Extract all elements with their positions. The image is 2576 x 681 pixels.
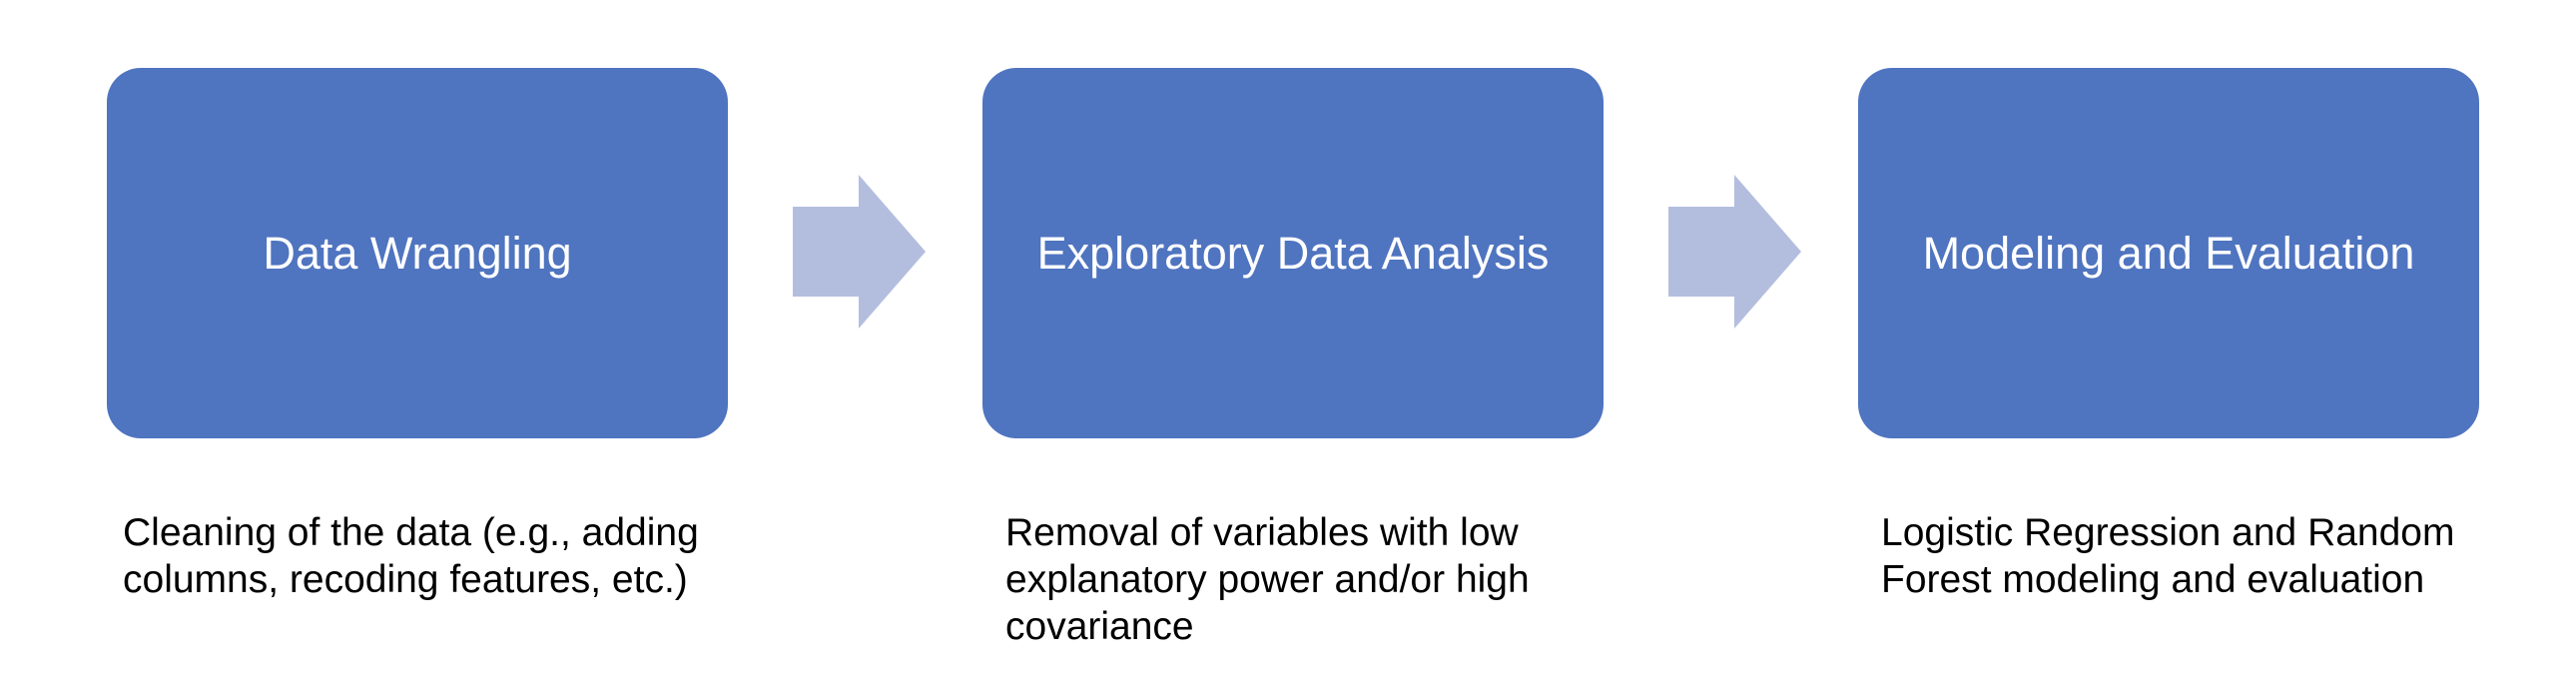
description-line: Cleaning of the data (e.g., adding bbox=[123, 511, 699, 554]
stage-description-data-wrangling: Cleaning of the data (e.g., adding colum… bbox=[123, 509, 699, 603]
stage-title: Exploratory Data Analysis bbox=[1036, 227, 1550, 279]
stage-description-modeling-and-evaluation: Logistic Regression and Random Forest mo… bbox=[1881, 509, 2455, 603]
description-line: columns, recoding features, etc.) bbox=[123, 558, 688, 601]
description-line: Forest modeling and evaluation bbox=[1881, 558, 2425, 601]
flow-arrow-icon bbox=[1668, 175, 1801, 329]
stage-box-modeling-and-evaluation: Modeling and Evaluation bbox=[1858, 68, 2479, 438]
stage-title: Data Wrangling bbox=[263, 227, 572, 279]
stage-box-data-wrangling: Data Wrangling bbox=[107, 68, 728, 438]
stage-title: Modeling and Evaluation bbox=[1922, 227, 2415, 279]
stage-box-exploratory-data-analysis: Exploratory Data Analysis bbox=[982, 68, 1604, 438]
description-line: explanatory power and/or high bbox=[1005, 558, 1530, 601]
description-line: Removal of variables with low bbox=[1005, 511, 1519, 554]
stage-description-exploratory-data-analysis: Removal of variables with low explanator… bbox=[1005, 509, 1530, 650]
description-line: covariance bbox=[1005, 605, 1194, 648]
description-line: Logistic Regression and Random bbox=[1881, 511, 2455, 554]
flow-arrow-icon bbox=[793, 175, 926, 329]
